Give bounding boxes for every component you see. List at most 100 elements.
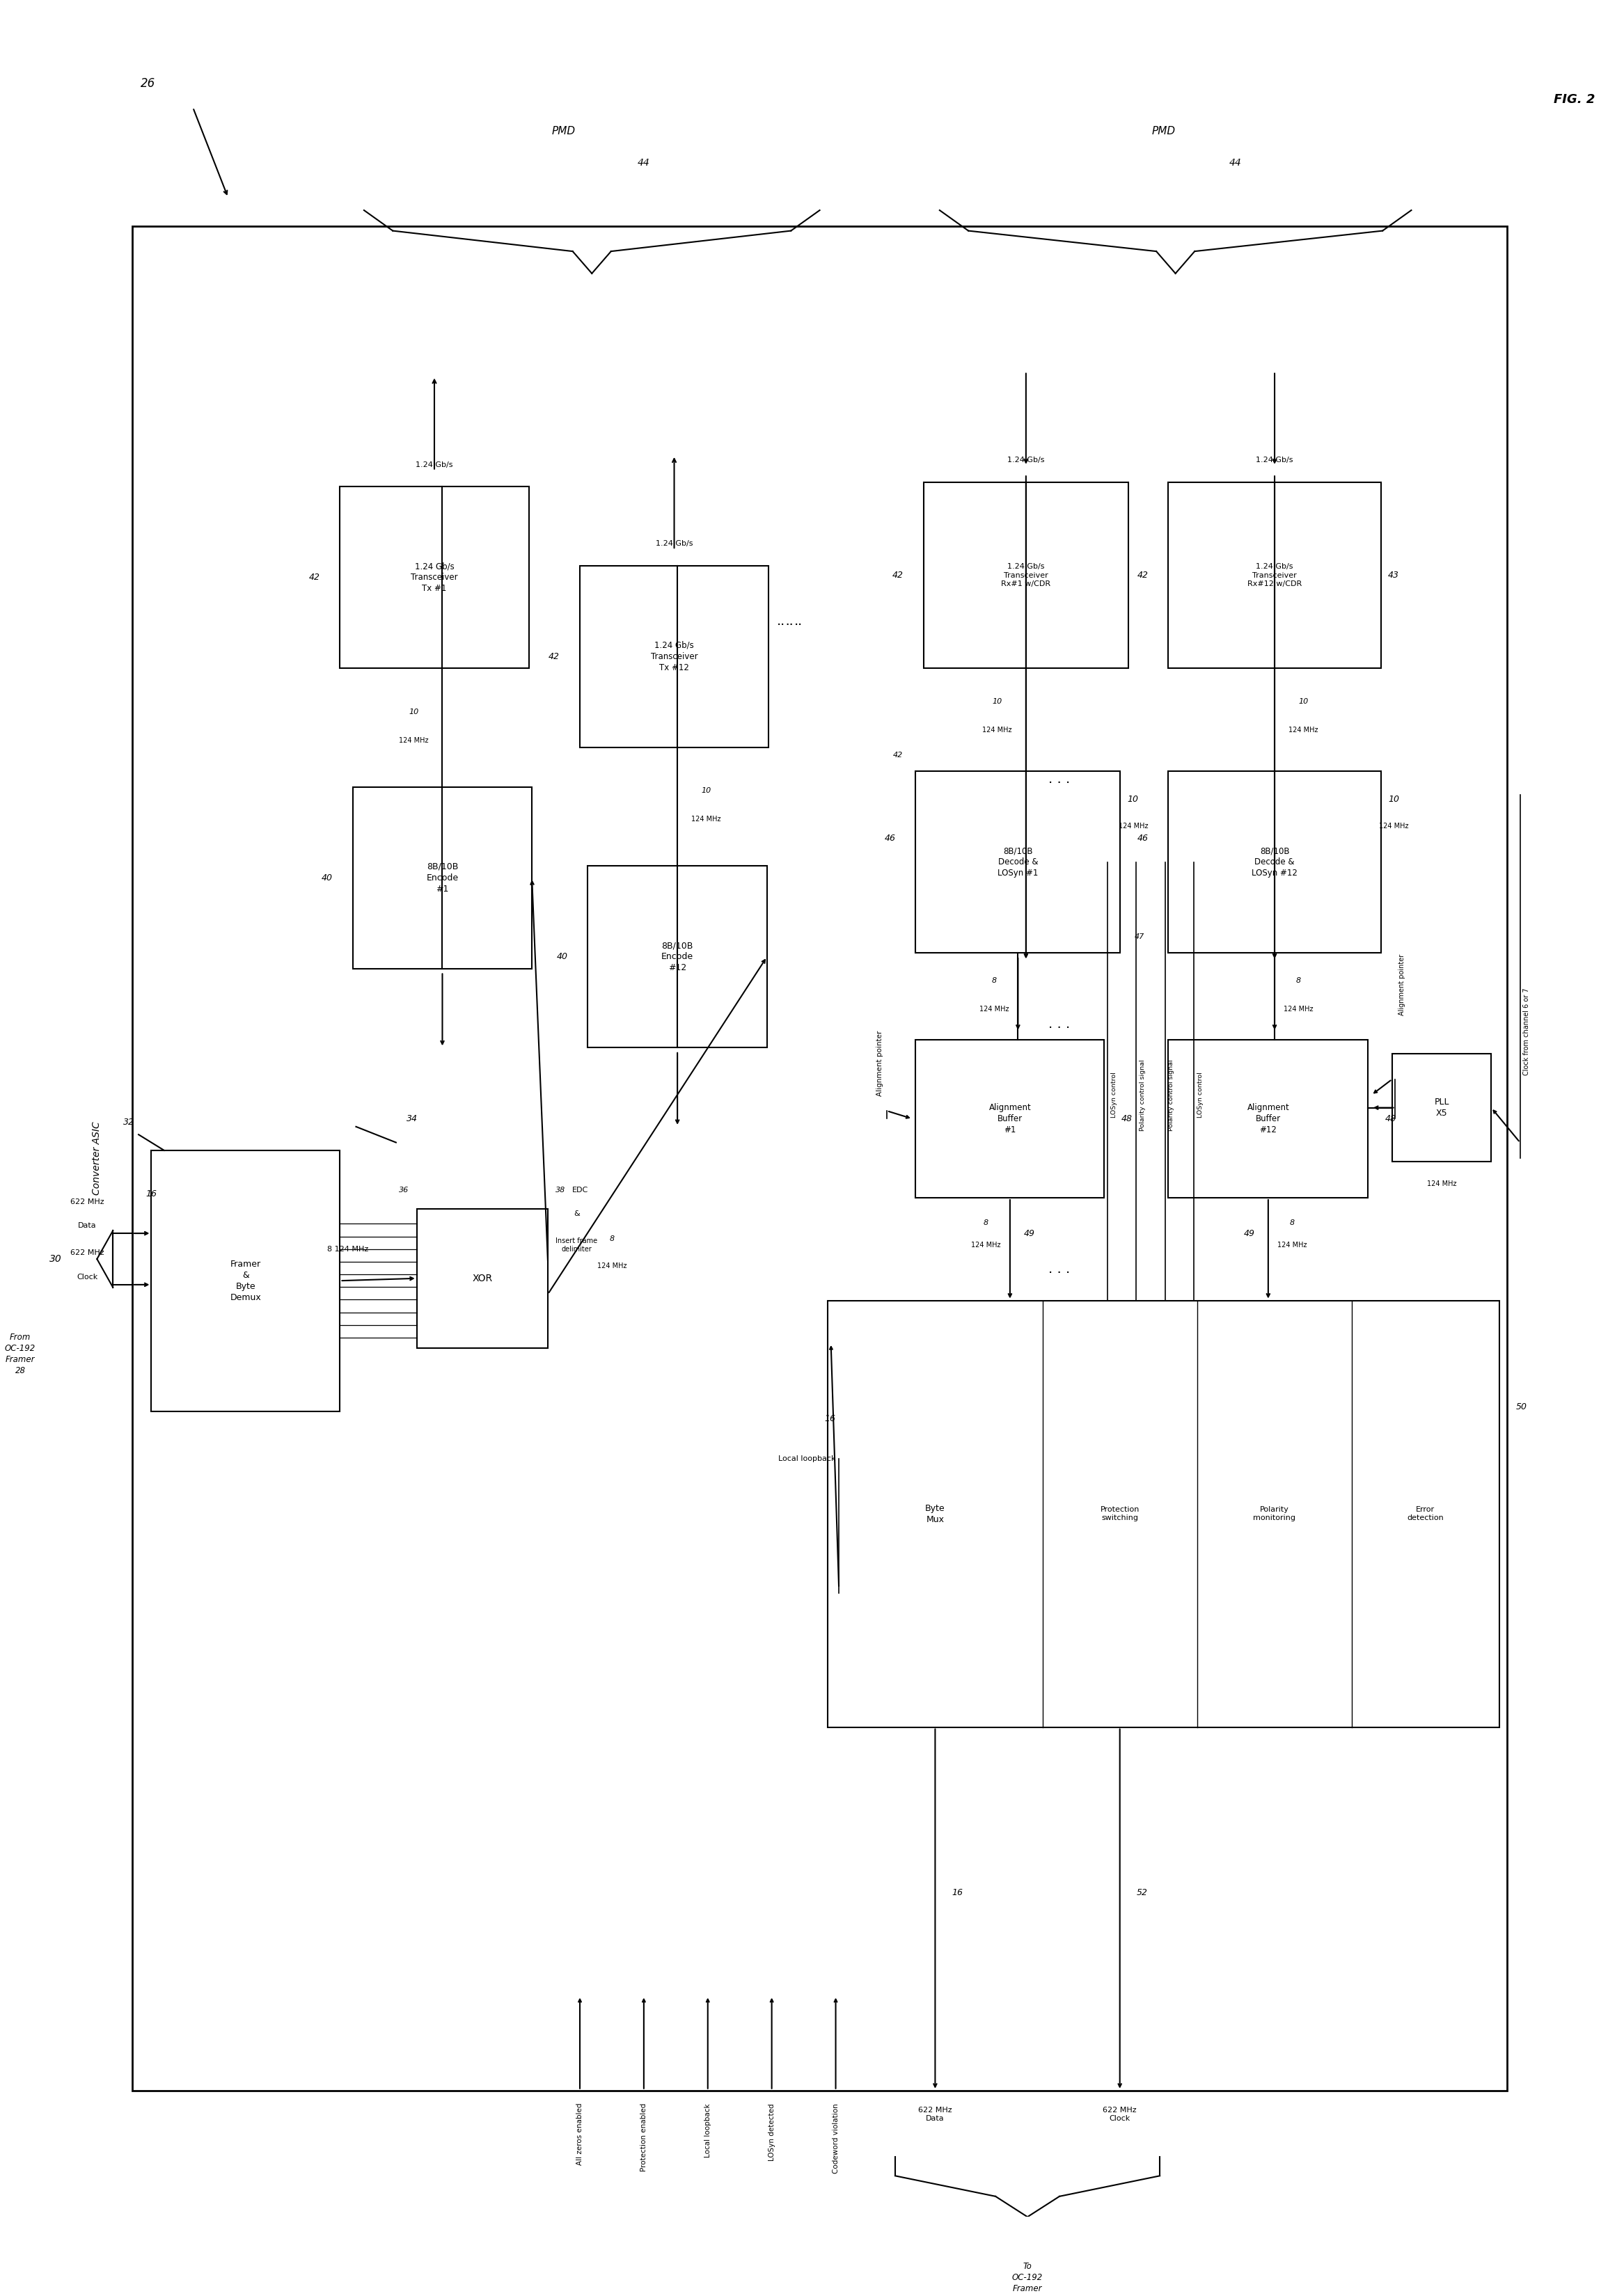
Bar — [339, 487, 529, 668]
Text: PLL
X5: PLL X5 — [1434, 1097, 1449, 1118]
Bar — [828, 1300, 1499, 1727]
Text: 8B/10B
Decode &
LOSyn #12: 8B/10B Decode & LOSyn #12 — [1252, 847, 1298, 877]
Text: 16: 16 — [146, 1189, 158, 1199]
Text: Polarity
monitoring: Polarity monitoring — [1254, 1506, 1296, 1522]
Text: . . .: . . . — [780, 615, 802, 627]
Text: 47: 47 — [1135, 934, 1145, 941]
Bar — [916, 1040, 1104, 1199]
Text: &: & — [573, 1210, 580, 1217]
Bar — [1392, 1054, 1491, 1162]
Text: 46: 46 — [885, 833, 895, 843]
Text: 124 MHz: 124 MHz — [1285, 1006, 1314, 1013]
Bar — [1168, 771, 1380, 953]
Text: 10: 10 — [1127, 794, 1138, 804]
Text: . . .: . . . — [1049, 1017, 1070, 1031]
Text: Codeword violation: Codeword violation — [831, 2103, 840, 2174]
Text: 52: 52 — [1137, 1890, 1148, 1896]
Bar — [916, 771, 1121, 953]
Text: 622 MHz
Data: 622 MHz Data — [918, 2105, 952, 2122]
Bar — [580, 565, 768, 748]
Text: 36: 36 — [400, 1187, 409, 1194]
Text: 10: 10 — [409, 709, 419, 716]
Text: 8B/10B
Encode
#1: 8B/10B Encode #1 — [425, 863, 458, 893]
Text: 1.24 Gb/s
Transceiver
Tx #12: 1.24 Gb/s Transceiver Tx #12 — [651, 641, 698, 673]
Text: Clock: Clock — [76, 1274, 97, 1281]
Text: 124 MHz: 124 MHz — [598, 1263, 627, 1270]
Text: 48: 48 — [1385, 1114, 1397, 1123]
Text: Data: Data — [78, 1221, 97, 1228]
Bar — [151, 1150, 339, 1412]
Text: 124 MHz: 124 MHz — [979, 1006, 1009, 1013]
Bar — [924, 482, 1129, 668]
Text: To
OC-192
Framer
28: To OC-192 Framer 28 — [1012, 2262, 1043, 2296]
Text: 34: 34 — [406, 1114, 417, 1123]
Text: Framer
&
Byte
Demux: Framer & Byte Demux — [231, 1261, 261, 1302]
Text: 44: 44 — [1229, 158, 1242, 168]
Text: Alignment
Buffer
#12: Alignment Buffer #12 — [1247, 1102, 1289, 1134]
Text: 42: 42 — [309, 574, 320, 583]
Text: 1.24 Gb/s: 1.24 Gb/s — [1255, 457, 1293, 464]
Text: 8B/10B
Encode
#12: 8B/10B Encode #12 — [661, 941, 693, 974]
Text: Polarity control signal: Polarity control signal — [1168, 1058, 1174, 1130]
Text: 8: 8 — [609, 1235, 614, 1242]
Text: All zeros enabled: All zeros enabled — [577, 2103, 583, 2165]
Text: 10: 10 — [1299, 698, 1309, 705]
Text: 124 MHz: 124 MHz — [983, 726, 1012, 732]
Text: 1.24 Gb/s: 1.24 Gb/s — [1007, 457, 1044, 464]
Text: 8: 8 — [1289, 1219, 1294, 1226]
Text: Alignment pointer: Alignment pointer — [877, 1031, 883, 1095]
Text: 32: 32 — [123, 1118, 135, 1127]
Text: From
OC-192
Framer
28: From OC-192 Framer 28 — [5, 1332, 36, 1375]
Text: Clock from channel 6 or 7: Clock from channel 6 or 7 — [1523, 987, 1530, 1075]
Text: 16: 16 — [825, 1414, 836, 1424]
Bar — [1168, 1040, 1367, 1199]
Bar — [588, 866, 767, 1047]
Text: 42: 42 — [893, 751, 903, 760]
Text: Local loopback: Local loopback — [705, 2103, 711, 2158]
Text: 38: 38 — [555, 1187, 565, 1194]
Text: 44: 44 — [638, 158, 650, 168]
Text: PMD: PMD — [1151, 126, 1176, 135]
Text: 46: 46 — [1137, 833, 1148, 843]
Text: 622 MHz: 622 MHz — [70, 1199, 104, 1205]
Text: 124 MHz: 124 MHz — [1427, 1180, 1457, 1187]
Text: LOSyn control: LOSyn control — [1197, 1072, 1203, 1118]
Bar — [352, 788, 533, 969]
Text: 622 MHz: 622 MHz — [70, 1249, 104, 1256]
Text: 1.24 Gb/s
Transceiver
Tx #1: 1.24 Gb/s Transceiver Tx #1 — [411, 563, 458, 592]
Text: Polarity control signal: Polarity control signal — [1140, 1058, 1147, 1130]
Text: 1.24 Gb/s
Transceiver
Rx#12 w/CDR: 1.24 Gb/s Transceiver Rx#12 w/CDR — [1247, 563, 1302, 588]
Text: EDC: EDC — [572, 1187, 588, 1194]
Text: . . .: . . . — [776, 615, 799, 627]
Text: Protection
switching: Protection switching — [1099, 1506, 1140, 1522]
Text: 1.24 Gb/s: 1.24 Gb/s — [416, 461, 453, 468]
Bar — [132, 225, 1507, 2089]
Text: 16: 16 — [952, 1890, 963, 1896]
Text: PMD: PMD — [552, 126, 577, 135]
Text: 30: 30 — [49, 1254, 62, 1263]
Text: 1.24 Gb/s: 1.24 Gb/s — [656, 540, 693, 546]
Text: 40: 40 — [322, 872, 333, 882]
Text: 42: 42 — [893, 572, 903, 581]
Text: 1.24 Gb/s
Transceiver
Rx#1 w/CDR: 1.24 Gb/s Transceiver Rx#1 w/CDR — [1002, 563, 1051, 588]
Text: XOR: XOR — [473, 1274, 492, 1283]
Text: 8: 8 — [1296, 978, 1301, 985]
Text: Local loopback: Local loopback — [778, 1456, 836, 1463]
Text: 124 MHz: 124 MHz — [1379, 822, 1408, 829]
Text: Converter ASIC: Converter ASIC — [93, 1120, 102, 1196]
Text: 10: 10 — [702, 788, 711, 794]
Text: 10: 10 — [992, 698, 1002, 705]
Text: 49: 49 — [1023, 1228, 1034, 1238]
Text: 43: 43 — [1389, 572, 1400, 581]
Text: 124 MHz: 124 MHz — [1288, 726, 1319, 732]
Text: Insert frame
delimiter: Insert frame delimiter — [555, 1238, 598, 1254]
Text: 26: 26 — [141, 78, 156, 90]
Text: Alignment
Buffer
#1: Alignment Buffer #1 — [989, 1102, 1031, 1134]
Text: 124 MHz: 124 MHz — [1278, 1242, 1307, 1249]
Text: Byte
Mux: Byte Mux — [926, 1504, 945, 1525]
Text: 124 MHz: 124 MHz — [400, 737, 429, 744]
Text: 8: 8 — [992, 978, 997, 985]
Bar — [1168, 482, 1380, 668]
Text: . . .: . . . — [1049, 1263, 1070, 1277]
Text: . . .: . . . — [1049, 771, 1070, 785]
